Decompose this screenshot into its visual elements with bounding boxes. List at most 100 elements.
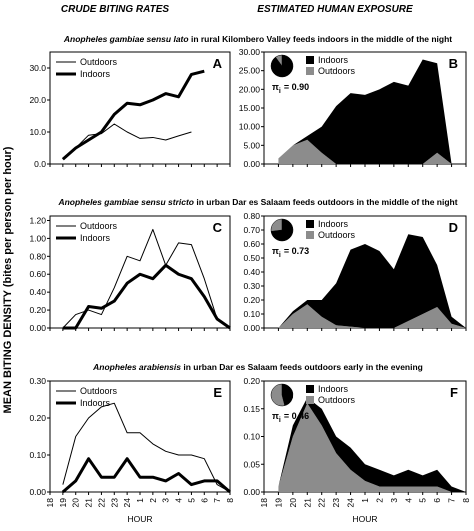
pi-label: πi = 0.46 (272, 411, 309, 424)
y-tick-label: 0.00 (243, 487, 260, 497)
legend-label: Indoors (318, 219, 349, 229)
panel-letter: C (213, 220, 223, 235)
x-tick-label: 21 (302, 498, 312, 508)
panel-letter: E (213, 385, 222, 400)
area (278, 139, 452, 164)
x-tick-label: 8 (225, 498, 235, 503)
legend-label: Outdoors (318, 395, 356, 405)
legend-label: Outdoors (80, 221, 118, 231)
x-tick-label: 22 (96, 498, 106, 508)
y-tick-label: 20.0 (29, 95, 46, 105)
y-tick-label: 0.20 (29, 305, 46, 315)
y-tick-label: 1.20 (29, 215, 46, 225)
column-header: CRUDE BITING RATES (61, 4, 169, 15)
x-tick-label: 5 (186, 498, 196, 503)
pi-value: = 0.90 (284, 82, 309, 92)
y-axis-label: MEAN BITING DENSITY (bites per person pe… (2, 146, 14, 413)
x-tick-label: 20 (71, 498, 81, 508)
x-tick-label: 23 (109, 498, 119, 508)
row-title: Anopheles gambiae sensu stricto in urban… (57, 197, 457, 207)
pie-slice (270, 218, 283, 232)
x-tick-label: 18 (259, 498, 269, 508)
y-tick-label: 0.30 (243, 281, 260, 291)
y-tick-label: 15.00 (239, 103, 261, 113)
y-tick-label: 0.00 (29, 487, 46, 497)
pi-value: = 0.46 (284, 411, 309, 421)
species: Anopheles gambiae sensu stricto (57, 197, 194, 207)
legend-swatch (306, 396, 314, 404)
pie-slice (281, 383, 294, 406)
series-line (61, 69, 205, 161)
row-title-rest: in urban Dar es Salaam feeds outdoors ea… (183, 362, 423, 372)
x-tick-label: 6 (199, 498, 209, 503)
pi-subscript: i (279, 252, 281, 259)
series-line (62, 123, 192, 160)
pi-symbol: π (272, 82, 279, 92)
series-line (61, 457, 231, 494)
panel-letter: F (450, 385, 458, 400)
pi-symbol: π (272, 246, 279, 256)
area (278, 403, 466, 492)
series-line (62, 263, 231, 330)
y-tick-label: 0.20 (29, 413, 46, 423)
x-axis-label: HOUR (352, 514, 377, 524)
x-tick-label: 20 (288, 498, 298, 508)
series-line (62, 402, 231, 493)
legend-label: Indoors (318, 55, 349, 65)
legend-label: Outdoors (80, 386, 118, 396)
x-tick-label: 18 (45, 498, 55, 508)
legend-label: Outdoors (318, 230, 356, 240)
x-tick-label: 2 (148, 498, 158, 503)
y-tick-label: 0.00 (243, 323, 260, 333)
y-tick-label: 0.00 (29, 323, 46, 333)
y-tick-label: 0.00 (243, 159, 260, 169)
pi-label: πi = 0.90 (272, 82, 309, 95)
pi-label: πi = 0.73 (272, 246, 309, 259)
area (278, 59, 452, 164)
panel-letter: B (449, 56, 458, 71)
column-header: ESTIMATED HUMAN EXPOSURE (257, 4, 413, 15)
x-tick-label: 4 (174, 498, 184, 503)
row-title-rest: in urban Dar es Salaam feeds outdoors in… (196, 197, 457, 207)
y-tick-label: 5.00 (243, 140, 260, 150)
pi-value: = 0.73 (284, 246, 309, 256)
plot-frame (49, 215, 231, 329)
x-tick-label: 7 (447, 498, 457, 503)
area (278, 397, 466, 492)
y-tick-label: 30.00 (239, 47, 261, 57)
y-tick-label: 0.30 (29, 376, 46, 386)
x-tick-label: 6 (432, 498, 442, 503)
y-tick-label: 0.10 (243, 432, 260, 442)
legend-label: Indoors (318, 384, 349, 394)
x-tick-label: 19 (273, 498, 283, 508)
row-title: Anopheles gambiae sensu lato in rural Ki… (63, 34, 452, 44)
species: Anopheles arabiensis (92, 362, 181, 372)
x-tick-label: 3 (161, 498, 171, 503)
y-tick-label: 0.40 (29, 287, 46, 297)
x-tick-label: 8 (461, 498, 471, 503)
y-tick-label: 20.00 (239, 84, 261, 94)
y-tick-label: 30.0 (29, 63, 46, 73)
row-title: Anopheles arabiensis in urban Dar es Sal… (92, 362, 423, 372)
pie-slice (270, 383, 286, 407)
y-tick-label: 0.0 (34, 159, 46, 169)
pi-subscript: i (279, 88, 281, 95)
x-tick-label: 7 (212, 498, 222, 503)
legend-label: Outdoors (318, 66, 356, 76)
legend-swatch (306, 56, 314, 64)
panel-letter: D (449, 220, 458, 235)
species: Anopheles gambiae sensu lato (63, 34, 189, 44)
x-tick-label: 24 (346, 498, 356, 508)
y-tick-label: 10.00 (239, 122, 261, 132)
legend-swatch (306, 220, 314, 228)
x-tick-label: 3 (389, 498, 399, 503)
y-tick-label: 0.10 (29, 450, 46, 460)
legend-label: Indoors (80, 398, 111, 408)
x-tick-label: 19 (58, 498, 68, 508)
y-tick-label: 0.15 (243, 404, 260, 414)
y-tick-label: 0.60 (243, 239, 260, 249)
panel-letter: A (213, 56, 223, 71)
x-axis-label: HOUR (127, 514, 152, 524)
pi-symbol: π (272, 411, 279, 421)
